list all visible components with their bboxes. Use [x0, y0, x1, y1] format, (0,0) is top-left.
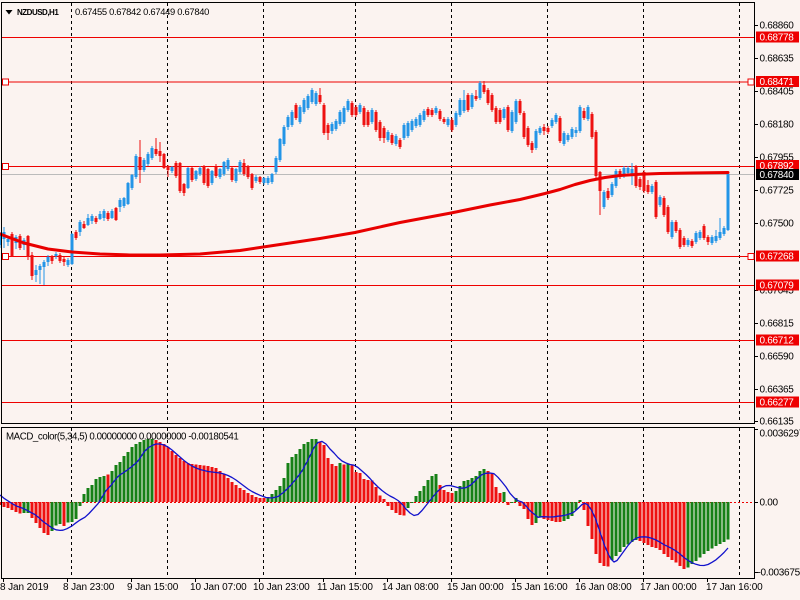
- svg-text:11 Jan 15:00: 11 Jan 15:00: [317, 582, 373, 593]
- svg-text:0.67045: 0.67045: [760, 286, 795, 297]
- svg-text:0.66365: 0.66365: [760, 385, 795, 396]
- svg-text:0.67840: 0.67840: [760, 170, 795, 181]
- svg-text:17 Jan 00:00: 17 Jan 00:00: [640, 582, 697, 593]
- svg-text:MACD_color(5,34,5) 0.00000000: MACD_color(5,34,5) 0.00000000 0.00000000…: [6, 432, 238, 443]
- svg-text:0.68860: 0.68860: [760, 21, 795, 32]
- svg-text:15 Jan 00:00: 15 Jan 00:00: [447, 582, 504, 593]
- svg-text:15 Jan 16:00: 15 Jan 16:00: [511, 582, 568, 593]
- svg-text:0.68180: 0.68180: [760, 120, 795, 131]
- svg-text:0.68405: 0.68405: [760, 87, 795, 98]
- svg-text:0.68471: 0.68471: [760, 77, 795, 88]
- svg-text:0.68778: 0.68778: [760, 33, 795, 44]
- svg-text:9 Jan 15:00: 9 Jan 15:00: [127, 582, 179, 593]
- svg-text:14 Jan 08:00: 14 Jan 08:00: [382, 582, 439, 593]
- svg-text:0.66590: 0.66590: [760, 352, 795, 363]
- svg-text:8 Jan 2019: 8 Jan 2019: [0, 582, 49, 593]
- svg-text:8 Jan 23:00: 8 Jan 23:00: [63, 582, 115, 593]
- svg-text:0.66815: 0.66815: [760, 319, 795, 330]
- svg-text:0.66712: 0.66712: [760, 336, 795, 347]
- svg-text:17 Jan 16:00: 17 Jan 16:00: [706, 582, 763, 593]
- svg-text:0.00: 0.00: [760, 498, 779, 509]
- svg-text:0.68635: 0.68635: [760, 54, 795, 65]
- svg-text:0.67892: 0.67892: [760, 161, 795, 172]
- svg-text:0.67455 0.67842 0.67449 0.6784: 0.67455 0.67842 0.67449 0.67840: [75, 6, 209, 17]
- svg-text:10 Jan 23:00: 10 Jan 23:00: [253, 582, 310, 593]
- svg-text:0.67268: 0.67268: [760, 252, 795, 263]
- svg-text:0.67500: 0.67500: [760, 219, 795, 230]
- svg-text:0.67725: 0.67725: [760, 186, 795, 197]
- svg-text:0.67955: 0.67955: [760, 153, 795, 164]
- svg-text:0.67079: 0.67079: [760, 281, 795, 292]
- svg-text:0.0036297: 0.0036297: [760, 429, 800, 440]
- svg-text:16 Jan 08:00: 16 Jan 08:00: [575, 582, 632, 593]
- svg-text:0.66135: 0.66135: [760, 417, 795, 428]
- svg-text:NZDUSD,H1: NZDUSD,H1: [17, 8, 59, 17]
- svg-text:0.66277: 0.66277: [760, 398, 795, 409]
- svg-text:10 Jan 07:00: 10 Jan 07:00: [190, 582, 247, 593]
